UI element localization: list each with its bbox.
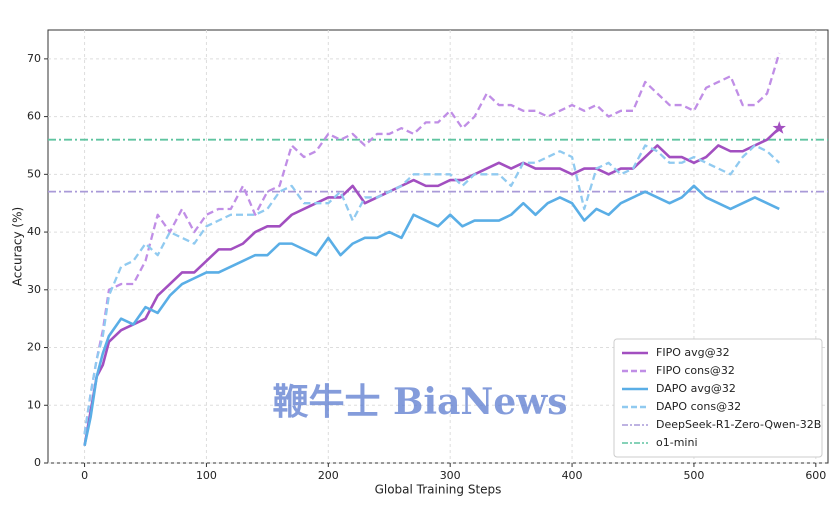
legend-label: o1-mini xyxy=(656,436,698,449)
x-tick-label: 500 xyxy=(683,469,704,482)
y-tick-label: 50 xyxy=(27,167,41,180)
x-tick-label: 200 xyxy=(318,469,339,482)
legend-label: DeepSeek-R1-Zero-Qwen-32B xyxy=(656,418,821,431)
line xyxy=(83,52,781,435)
y-tick-label: 10 xyxy=(27,398,41,411)
legend-label: DAPO avg@32 xyxy=(656,382,736,395)
y-tick-label: 0 xyxy=(34,456,41,469)
x-tick-label: 600 xyxy=(805,469,826,482)
x-tick-label: 400 xyxy=(562,469,583,482)
line xyxy=(83,127,781,446)
x-axis-label: Global Training Steps xyxy=(375,483,502,497)
y-tick-label: 30 xyxy=(27,283,41,296)
y-tick-label: 20 xyxy=(27,341,41,354)
line xyxy=(83,184,780,446)
y-tick-label: 40 xyxy=(27,225,41,238)
y-axis-label: Accuracy (%) xyxy=(11,207,25,286)
x-tick-label: 100 xyxy=(196,469,217,482)
legend-label: FIPO avg@32 xyxy=(656,346,730,359)
legend-label: FIPO cons@32 xyxy=(656,364,735,377)
legend xyxy=(613,338,823,458)
x-tick-label: 0 xyxy=(81,469,88,482)
end-marker xyxy=(772,121,786,134)
x-tick-label: 300 xyxy=(440,469,461,482)
watermark: 鞭牛士 BiaNews xyxy=(272,381,567,423)
y-tick-label: 70 xyxy=(27,52,41,65)
legend-label: DAPO cons@32 xyxy=(656,400,741,413)
y-tick-label: 60 xyxy=(27,110,41,123)
